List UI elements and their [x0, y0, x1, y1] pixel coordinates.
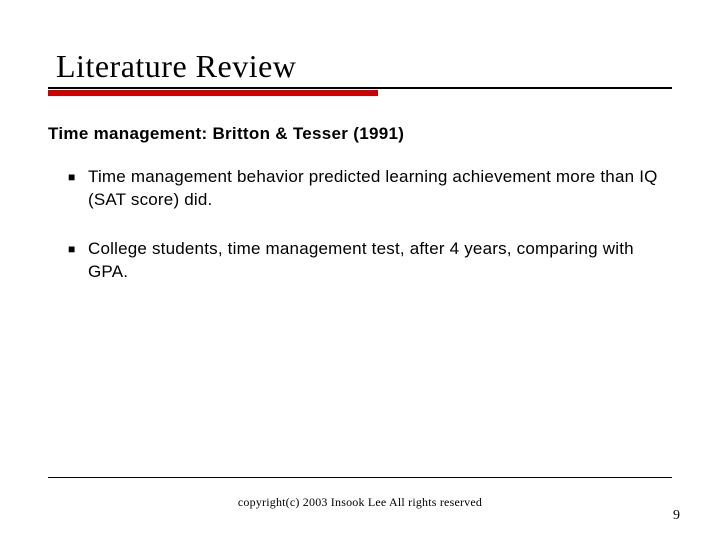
- bullet-item: ■ College students, time management test…: [68, 238, 672, 284]
- title-accent-bar: [48, 90, 378, 96]
- bullet-marker-icon: ■: [68, 238, 88, 260]
- bullet-text: College students, time management test, …: [88, 238, 672, 284]
- copyright-text: copyright(c) 2003 Insook Lee All rights …: [0, 495, 720, 510]
- slide: Literature Review Time management: Britt…: [0, 0, 720, 540]
- footer-divider: [48, 477, 672, 478]
- page-number: 9: [673, 508, 680, 524]
- bullet-text: Time management behavior predicted learn…: [88, 166, 672, 212]
- bullet-list: ■ Time management behavior predicted lea…: [48, 166, 672, 284]
- slide-title: Literature Review: [48, 48, 672, 89]
- subheading: Time management: Britton & Tesser (1991): [48, 124, 672, 144]
- bullet-marker-icon: ■: [68, 166, 88, 188]
- bullet-item: ■ Time management behavior predicted lea…: [68, 166, 672, 212]
